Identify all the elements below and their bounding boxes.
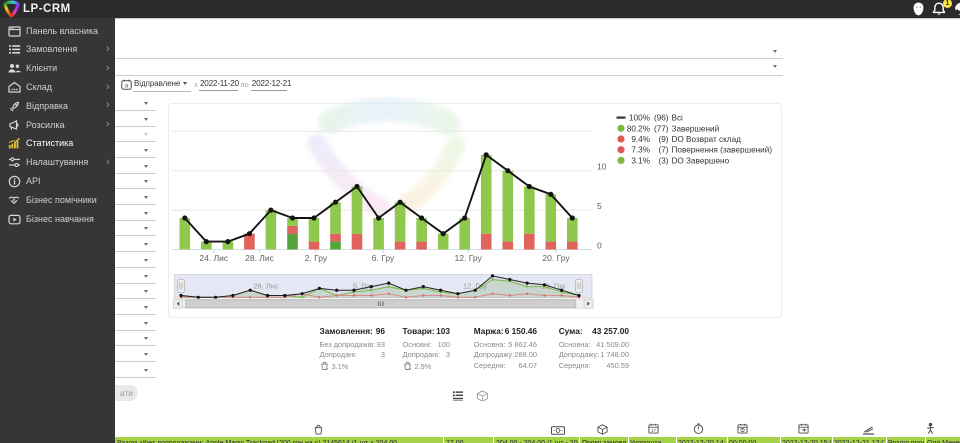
svg-text:17: 17 (651, 428, 657, 433)
svg-text:x: x (409, 367, 411, 370)
svg-text:x: x (326, 367, 328, 370)
svg-text:a: a (125, 84, 129, 90)
